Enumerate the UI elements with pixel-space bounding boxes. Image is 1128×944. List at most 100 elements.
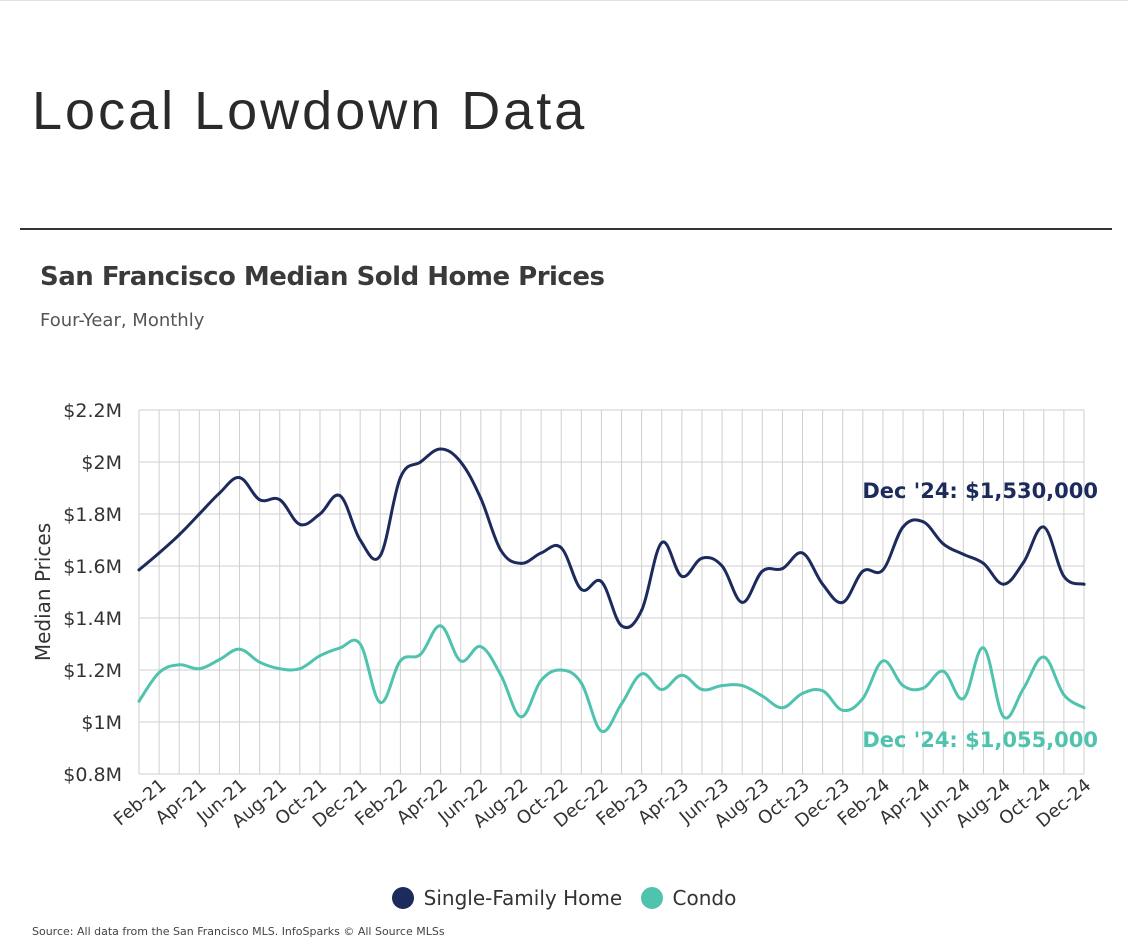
condo-line-point <box>841 708 845 712</box>
single-family-line-point <box>981 561 985 565</box>
condo-line-point <box>1062 693 1066 697</box>
single-family-line-point <box>358 538 362 542</box>
condo-line-point <box>780 706 784 710</box>
single-family-line-point <box>720 564 724 568</box>
single-family-line-point <box>519 561 523 565</box>
single-family-line-point <box>137 568 141 572</box>
condo-line-point <box>278 667 282 671</box>
condo-line-point <box>197 667 201 671</box>
condo-line-point <box>238 647 242 651</box>
top-border <box>0 0 1128 1</box>
condo-line-point <box>1042 655 1046 659</box>
condo-line-point <box>418 652 422 656</box>
y-tick-label: $1.6M <box>63 556 122 578</box>
single-family-line-point <box>961 552 965 556</box>
single-family-line-point <box>197 512 201 516</box>
condo-line-point <box>961 697 965 701</box>
single-family-line-point <box>780 567 784 571</box>
condo-line-point <box>298 667 302 671</box>
single-family-line-point <box>760 569 764 573</box>
single-family-line-point <box>238 476 242 480</box>
single-family-line-point <box>278 498 282 502</box>
single-family-line-point <box>901 525 905 529</box>
legend-swatch-single-family <box>391 887 414 909</box>
single-family-line-point <box>620 624 624 628</box>
y-tick-label: $2M <box>81 452 122 474</box>
legend-label-condo: Condo <box>672 886 737 910</box>
condo-line-point <box>821 689 825 693</box>
condo-line-point <box>861 697 865 701</box>
single-family-line-point <box>740 600 744 604</box>
single-family-line-point <box>1002 582 1006 586</box>
condo-line-point <box>358 642 362 646</box>
single-family-line-point <box>700 556 704 560</box>
single-family-line-point <box>1062 574 1066 578</box>
single-family-line-point <box>418 460 422 464</box>
y-tick-label: $1.8M <box>63 504 122 526</box>
line-chart: $0.8M$1M$1.2M$1.4M$1.6M$1.8M$2M$2.2MFeb-… <box>31 400 1098 832</box>
condo-line-point <box>519 715 523 719</box>
y-tick-label: $2.2M <box>63 400 122 422</box>
y-tick-label: $0.8M <box>63 764 122 786</box>
legend-item-condo: Condo <box>640 886 737 910</box>
single-family-line-point <box>217 491 221 495</box>
single-family-line-point <box>660 541 664 545</box>
header-divider <box>20 228 1112 230</box>
condo-line-point <box>620 702 624 706</box>
single-family-line-point <box>941 542 945 546</box>
single-family-line-point <box>177 533 181 537</box>
condo-line <box>137 624 1086 733</box>
single-family-line-point <box>479 496 483 500</box>
condo-line-point <box>599 729 603 733</box>
condo-line-point <box>760 694 764 698</box>
condo-line-point <box>720 684 724 688</box>
single-family-line-point <box>439 447 443 451</box>
single-family-line-point <box>579 587 583 591</box>
single-family-line-point <box>157 551 161 555</box>
single-family-line-point <box>539 551 543 555</box>
condo-line-point <box>680 673 684 677</box>
source-note: Source: All data from the San Francisco … <box>32 925 445 938</box>
condo-line-point <box>981 646 985 650</box>
condo-line-point <box>459 659 463 663</box>
condo-line-point <box>921 686 925 690</box>
single-family-line-point <box>640 608 644 612</box>
condo-line-point <box>660 688 664 691</box>
condo-line-point <box>479 645 483 649</box>
single-family-line-point <box>599 580 603 584</box>
condo-line-point <box>378 701 382 704</box>
condo-line-point <box>539 678 543 682</box>
single-family-line-point <box>801 551 805 555</box>
chart-subtitle: Four-Year, Monthly <box>40 310 205 331</box>
single-family-line-point <box>1042 525 1046 529</box>
page-title: Local Lowdown Data <box>32 81 588 141</box>
condo-line-point <box>258 660 262 664</box>
y-axis-label: Median Prices <box>31 523 55 661</box>
condo-line-point <box>1022 686 1026 690</box>
legend-label-single-family: Single-Family Home <box>423 886 623 910</box>
condo-line-point <box>439 624 443 628</box>
single-family-end-label: Dec '24: $1,530,000 <box>862 479 1098 503</box>
single-family-line-point <box>841 600 845 604</box>
condo-line-point <box>318 654 322 658</box>
condo-line-point <box>901 684 905 688</box>
single-family-line-point <box>559 546 563 550</box>
single-family-line-point <box>1022 560 1026 564</box>
single-family-line-point <box>1082 582 1086 586</box>
y-tick-label: $1M <box>81 712 122 734</box>
single-family-line <box>137 447 1086 630</box>
single-family-line-point <box>298 522 302 526</box>
single-family-line-point <box>921 520 925 524</box>
single-family-line-point <box>499 548 503 552</box>
single-family-line-point <box>680 574 684 578</box>
condo-line-point <box>1002 715 1006 719</box>
condo-line-point <box>1082 706 1086 710</box>
condo-line-point <box>177 663 181 667</box>
condo-line-point <box>398 659 402 663</box>
single-family-line-point <box>258 498 262 502</box>
chart-title: San Francisco Median Sold Home Prices <box>40 262 605 292</box>
condo-line-point <box>137 699 141 703</box>
chart-legend: Single-Family Home Condo <box>0 886 1128 910</box>
condo-line-point <box>640 672 644 676</box>
condo-line-point <box>499 673 503 677</box>
